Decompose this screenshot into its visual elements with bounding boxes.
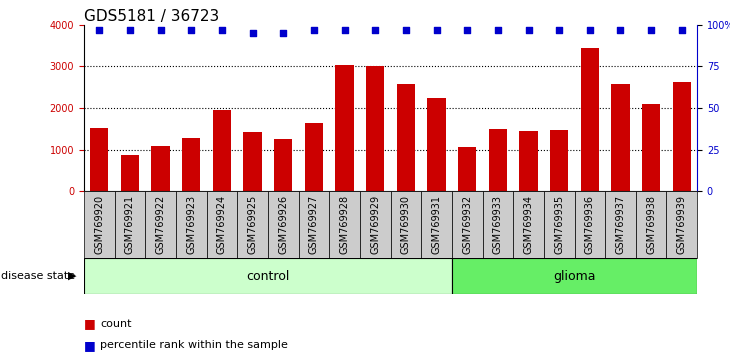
Text: disease state: disease state (1, 271, 75, 281)
Bar (145, 191, 176, 258)
Text: ■: ■ (84, 339, 96, 352)
Text: control: control (246, 270, 290, 282)
Point (431, 27, 442, 33)
Text: GSM769924: GSM769924 (217, 195, 227, 255)
Point (676, 27, 688, 33)
Bar (212, 110, 231, 191)
Text: GSM769935: GSM769935 (554, 195, 564, 255)
Point (461, 27, 473, 33)
Text: GSM769936: GSM769936 (585, 195, 595, 254)
Point (155, 27, 166, 33)
Bar (427, 98, 446, 191)
Bar (84, 258, 452, 294)
Point (216, 27, 228, 33)
Text: glioma: glioma (553, 270, 596, 282)
Bar (120, 155, 139, 191)
Point (645, 27, 657, 33)
Bar (268, 191, 299, 258)
Point (400, 27, 412, 33)
Bar (243, 132, 262, 191)
Text: GSM769932: GSM769932 (462, 195, 472, 255)
Bar (237, 191, 268, 258)
Text: GSM769933: GSM769933 (493, 195, 503, 254)
Bar (666, 191, 697, 258)
Bar (335, 65, 354, 191)
Text: GSM769930: GSM769930 (401, 195, 411, 254)
Bar (115, 191, 145, 258)
Bar (672, 82, 691, 191)
Bar (611, 84, 630, 191)
Bar (421, 191, 452, 258)
Text: GSM769937: GSM769937 (615, 195, 626, 255)
Bar (458, 147, 477, 191)
Text: ■: ■ (84, 318, 96, 330)
Bar (519, 131, 538, 191)
Bar (452, 191, 483, 258)
Bar (396, 84, 415, 191)
Bar (176, 191, 207, 258)
Bar (488, 129, 507, 191)
Point (615, 27, 626, 33)
Point (584, 27, 596, 33)
Text: GSM769939: GSM769939 (677, 195, 687, 254)
Text: GSM769931: GSM769931 (431, 195, 442, 254)
Bar (90, 128, 109, 191)
Point (308, 27, 320, 33)
Point (93, 27, 105, 33)
Text: GSM769923: GSM769923 (186, 195, 196, 255)
Text: GSM769934: GSM769934 (523, 195, 534, 254)
Text: percentile rank within the sample: percentile rank within the sample (100, 340, 288, 350)
Bar (483, 191, 513, 258)
Point (369, 27, 381, 33)
Bar (207, 191, 237, 258)
Bar (182, 138, 201, 191)
Point (247, 30, 258, 36)
Bar (151, 146, 170, 191)
Text: GSM769929: GSM769929 (370, 195, 380, 255)
Bar (304, 122, 323, 191)
Bar (274, 139, 293, 191)
Text: ▶: ▶ (68, 271, 77, 281)
Text: GSM769926: GSM769926 (278, 195, 288, 255)
Bar (366, 65, 385, 191)
Text: GSM769925: GSM769925 (247, 195, 258, 255)
Text: GSM769920: GSM769920 (94, 195, 104, 255)
Bar (580, 48, 599, 191)
Text: GSM769927: GSM769927 (309, 195, 319, 255)
Bar (84, 191, 115, 258)
Bar (360, 191, 391, 258)
Text: GSM769922: GSM769922 (155, 195, 166, 255)
Point (339, 27, 350, 33)
Point (124, 27, 136, 33)
Text: GSM769921: GSM769921 (125, 195, 135, 255)
Text: GSM769938: GSM769938 (646, 195, 656, 254)
Bar (329, 191, 360, 258)
Bar (544, 191, 575, 258)
Bar (299, 191, 329, 258)
Bar (605, 191, 636, 258)
Text: GDS5181 / 36723: GDS5181 / 36723 (84, 8, 219, 24)
Bar (391, 191, 421, 258)
Text: count: count (100, 319, 131, 329)
Bar (513, 191, 544, 258)
Text: GSM769928: GSM769928 (339, 195, 350, 255)
Bar (636, 191, 666, 258)
Point (523, 27, 534, 33)
Bar (550, 130, 569, 191)
Bar (452, 258, 697, 294)
Point (277, 30, 289, 36)
Bar (642, 104, 661, 191)
Bar (575, 191, 605, 258)
Point (553, 27, 565, 33)
Point (492, 27, 504, 33)
Point (185, 27, 197, 33)
